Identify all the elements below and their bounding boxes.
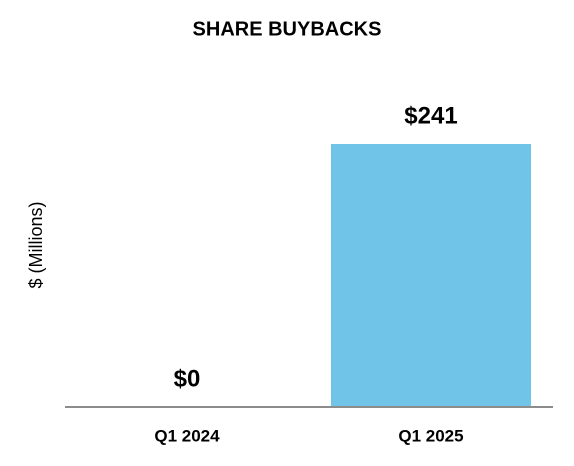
bar xyxy=(330,144,532,407)
x-tick-label: Q1 2025 xyxy=(398,426,463,445)
value-label: $241 xyxy=(404,102,457,129)
y-axis-label: $ (Millions) xyxy=(26,201,46,288)
value-label: $0 xyxy=(174,365,201,392)
chart-title: SHARE BUYBACKS xyxy=(193,18,382,40)
x-tick-label: Q1 2024 xyxy=(154,426,220,445)
